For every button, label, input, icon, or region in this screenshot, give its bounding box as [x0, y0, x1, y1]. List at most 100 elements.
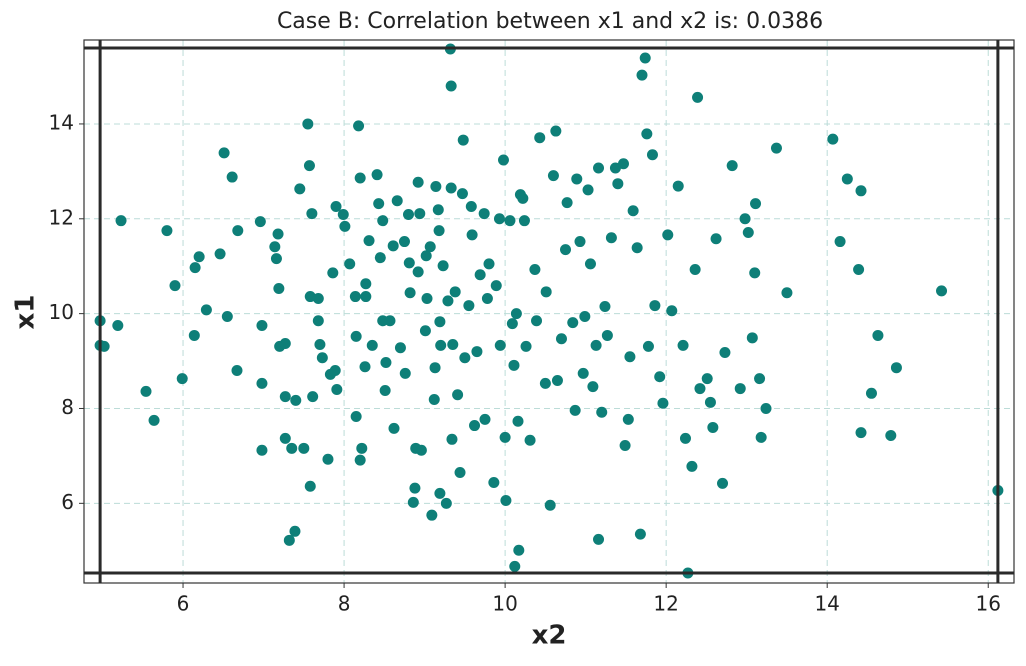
point — [412, 176, 424, 188]
point — [609, 162, 621, 174]
point — [574, 236, 586, 248]
point — [689, 264, 701, 276]
point — [493, 213, 505, 225]
point — [619, 439, 631, 451]
point — [488, 476, 500, 488]
point — [634, 528, 646, 540]
point — [500, 494, 512, 506]
point — [584, 258, 596, 270]
point — [551, 375, 563, 387]
point — [294, 183, 306, 195]
point — [322, 453, 334, 465]
point — [193, 251, 205, 263]
point — [561, 197, 573, 209]
point — [605, 232, 617, 244]
point — [560, 244, 572, 256]
point — [710, 233, 722, 245]
point — [686, 460, 698, 472]
point — [755, 431, 767, 443]
point — [841, 173, 853, 185]
x-axis-label: x2 — [532, 621, 567, 651]
point — [617, 158, 629, 170]
point — [419, 325, 431, 337]
point — [624, 351, 636, 363]
point — [279, 338, 291, 350]
point — [161, 225, 173, 237]
point — [414, 208, 426, 220]
point — [440, 497, 452, 509]
point — [272, 228, 284, 240]
point — [298, 442, 310, 454]
point — [540, 286, 552, 298]
point — [662, 229, 674, 241]
point — [679, 432, 691, 444]
point — [599, 301, 611, 313]
point — [590, 339, 602, 351]
point — [499, 431, 511, 443]
point — [312, 292, 324, 304]
point — [734, 383, 746, 395]
point — [421, 292, 433, 304]
point — [388, 422, 400, 434]
point — [694, 383, 706, 395]
point — [256, 319, 268, 331]
point — [435, 339, 447, 351]
point — [314, 338, 326, 350]
point — [936, 285, 948, 297]
point — [270, 253, 282, 265]
point — [412, 266, 424, 278]
point — [360, 291, 372, 303]
point — [459, 352, 471, 364]
point — [434, 316, 446, 328]
point — [781, 287, 793, 299]
point — [465, 200, 477, 212]
point — [478, 208, 490, 220]
point — [646, 149, 658, 161]
point — [306, 208, 318, 220]
point — [377, 215, 389, 227]
point — [550, 125, 562, 137]
point — [834, 236, 846, 248]
point — [283, 534, 295, 546]
point — [330, 200, 342, 212]
point — [188, 329, 200, 341]
point — [872, 329, 884, 341]
point — [509, 560, 521, 572]
point — [426, 509, 438, 521]
point — [512, 415, 524, 427]
point — [504, 215, 516, 227]
point — [290, 394, 302, 406]
point — [494, 339, 506, 351]
point — [407, 496, 419, 508]
point — [286, 442, 298, 454]
point — [363, 235, 375, 247]
point — [350, 411, 362, 423]
point — [226, 171, 238, 183]
point — [677, 339, 689, 351]
point — [409, 482, 421, 494]
point — [344, 258, 356, 270]
point — [269, 241, 281, 253]
point — [593, 533, 605, 545]
point — [360, 278, 372, 290]
point — [349, 291, 361, 303]
point — [739, 213, 751, 225]
point — [517, 192, 529, 204]
point — [307, 391, 319, 403]
point — [380, 356, 392, 368]
point — [746, 332, 758, 344]
point — [506, 318, 518, 330]
point — [636, 69, 648, 81]
point — [404, 287, 416, 299]
point — [529, 264, 541, 276]
point — [750, 198, 762, 210]
point — [273, 282, 285, 294]
point — [593, 162, 605, 174]
point — [865, 387, 877, 399]
point — [853, 264, 865, 276]
point — [587, 381, 599, 393]
point — [466, 229, 478, 241]
point — [469, 420, 481, 432]
point — [231, 365, 243, 377]
